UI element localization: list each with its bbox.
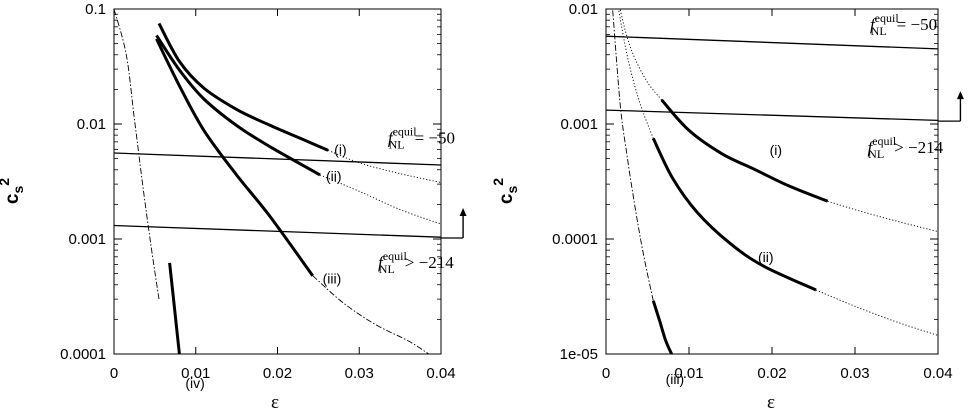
x-tick-label: 0.03 (840, 365, 869, 382)
curve-label-iii: (iii) (323, 271, 342, 287)
x-axis-label: ε (767, 392, 775, 413)
series-iv (168, 262, 181, 354)
series-thin-8 (114, 152, 441, 166)
y-tick-label: 0.001 (68, 231, 106, 248)
x-axis-label: ε (271, 392, 279, 413)
plot-frame (605, 8, 939, 355)
series-dashdot-7 (612, 9, 654, 301)
series-iii (155, 38, 314, 277)
fnl-annotation-1: fequil NL = −50 (870, 11, 937, 38)
curve-label-ii: (ii) (326, 168, 342, 184)
x-tick-label: 0.02 (263, 365, 292, 382)
series-dotted-4 (815, 289, 938, 336)
series-dashdot-6 (312, 275, 429, 354)
series-ii (651, 137, 817, 292)
x-tick-label: 0.03 (345, 365, 374, 382)
series-thin-9 (606, 109, 938, 122)
y-tick-label: 0.01 (569, 1, 598, 18)
y-tick-label: 1e-05 (560, 346, 598, 363)
curve-label-ii: (ii) (758, 249, 774, 265)
x-tick-label: 0.02 (757, 365, 786, 382)
series-dotted-6 (618, 9, 654, 139)
series-iii (651, 300, 673, 354)
x-tick-label: 0 (110, 365, 118, 382)
series-thin-9 (114, 224, 441, 238)
curve-label-i: (i) (770, 142, 782, 158)
series-dotted-5 (619, 9, 662, 101)
constraint-arrowhead (459, 208, 467, 217)
x-tick-label: 0.01 (674, 365, 703, 382)
series-dotted-4 (328, 149, 441, 183)
series-i (660, 98, 829, 203)
chart-panel-2: 0 0.01 0.02 0.03 0.04 1e-05 0.0001 0.001 0.01 cs2… (490, 1, 964, 413)
constraint-arrowhead (956, 91, 964, 100)
x-tick-label: 0.01 (181, 365, 210, 382)
plot-frame (113, 8, 442, 355)
fnl-annotation-2: fequil NL > −214 (378, 249, 454, 276)
x-tick-label: 0.04 (923, 365, 952, 382)
fnl-annotation-2: fequil NL > −214 (867, 134, 943, 161)
x-tick-label: 0 (602, 365, 610, 382)
y-axis-label: cs2 (0, 178, 26, 204)
y-tick-label: 0.01 (77, 116, 106, 133)
series-dotted-3 (827, 200, 938, 233)
y-tick-label: 0.001 (560, 116, 598, 133)
curve-label-iii: (iii) (666, 371, 685, 387)
x-tick-label: 0.04 (426, 365, 455, 382)
chart-panel-1: 0 0.01 0.02 0.03 0.04 0.0001 0.001 0.01 0.1 cs2 ε (… (0, 1, 467, 413)
curve-label-i: (i) (334, 141, 346, 157)
y-tick-label: 0.0001 (60, 346, 106, 363)
y-tick-label: 0.0001 (552, 231, 598, 248)
series-ii (155, 34, 321, 177)
series-dashdot-7 (114, 9, 160, 300)
series-i (157, 22, 329, 152)
curve-label-iv: (iv) (185, 375, 204, 391)
series-dotted-5 (319, 174, 441, 225)
y-tick-label: 0.1 (85, 1, 106, 18)
fnl-annotation-1: fequil NL = −50 (388, 124, 455, 151)
y-axis-label: cs2 (490, 178, 520, 204)
series-thin-8 (606, 35, 938, 50)
